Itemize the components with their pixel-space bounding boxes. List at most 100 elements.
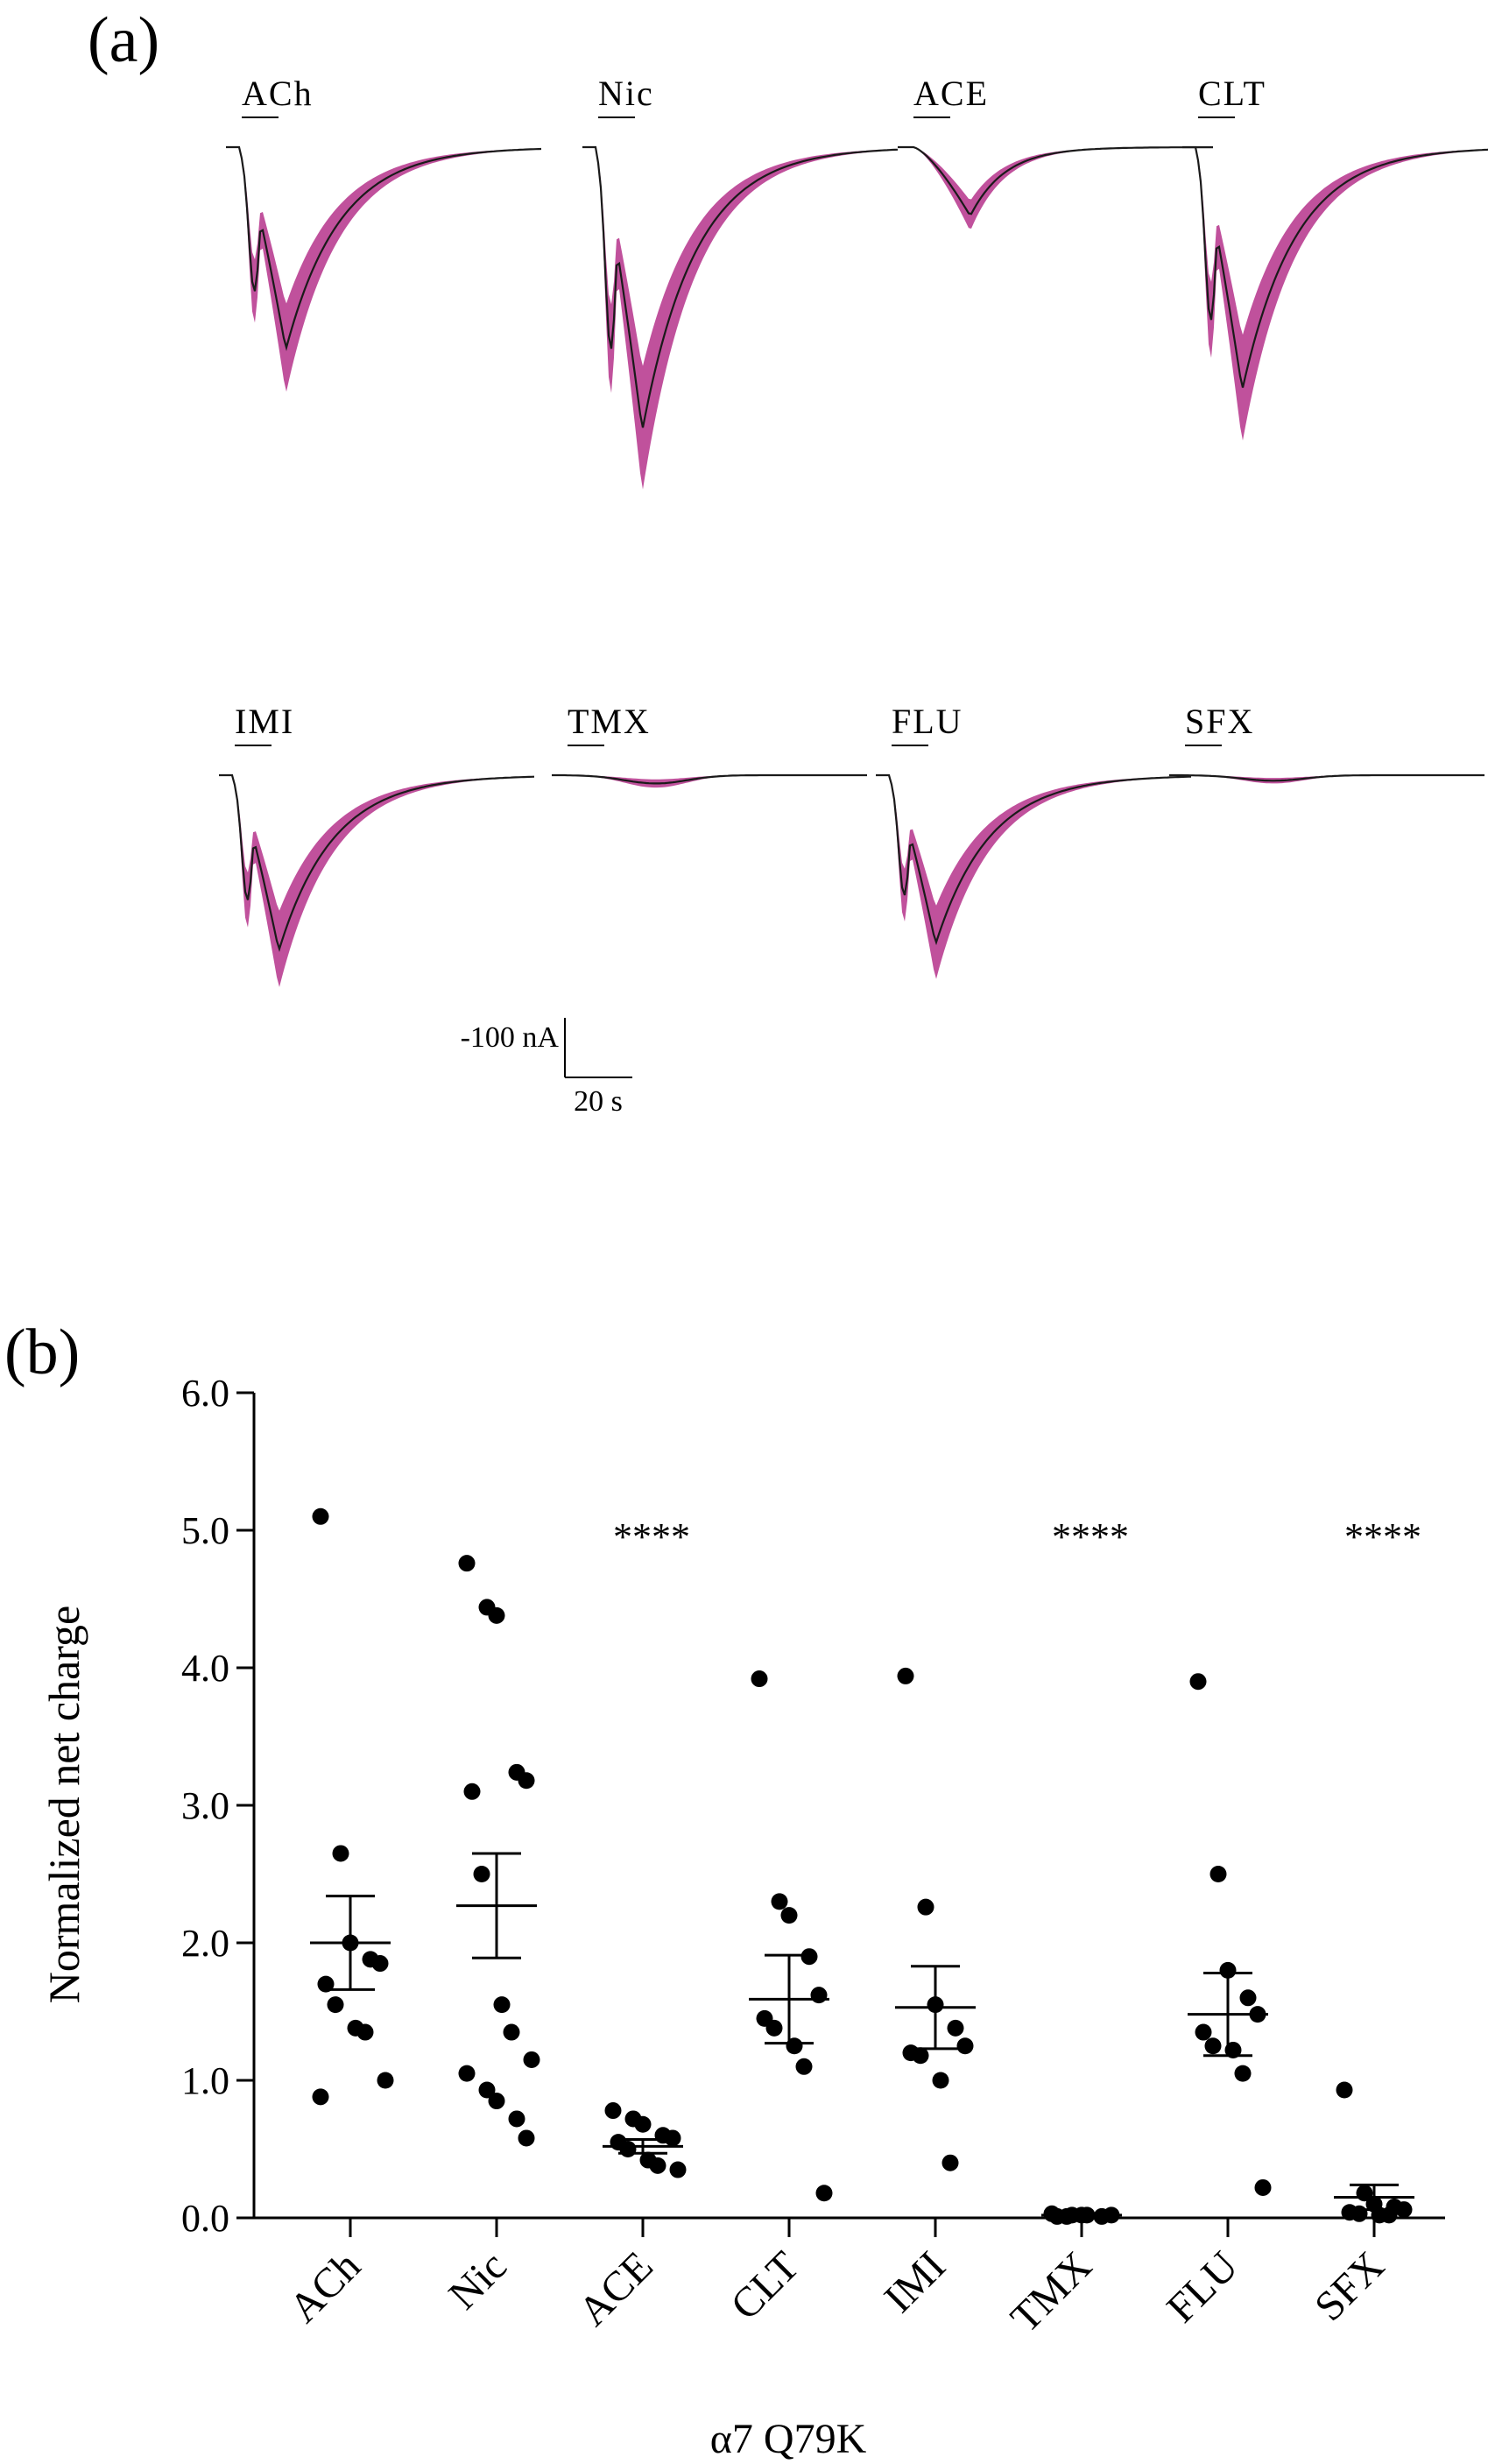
data-point [377,2072,394,2089]
trace-sem-band [876,775,1191,979]
trace-mean-line [898,145,1213,215]
data-point [371,1955,389,1973]
data-point [897,1667,914,1684]
data-point [1195,2023,1212,2041]
significance-marks: **** **** **** [613,1515,1421,1558]
scale-bar-time-label: 20 s [574,1085,623,1118]
trace-mean-line [582,145,899,428]
net-charge-chart: 0.0 1.0 2.0 3.0 4.0 5.0 6.0 ACh Nic ACE CLT IMI TMX… [39,1372,1445,2462]
trace-clt: CLT [1182,74,1488,441]
scale-bar: -100 nA 20 s [461,1018,632,1118]
data-point [1395,2201,1413,2219]
data-point [458,2065,476,2082]
x-category-label: TMX [1002,2242,1101,2341]
trace-mean-line [226,145,542,351]
data-point [1234,2065,1252,2082]
data-point [1219,1961,1237,1979]
y-tick-label: 5.0 [181,1509,229,1552]
data-point [317,1975,335,1993]
trace-ace: ACE [898,74,1213,229]
data-point [503,2023,520,2041]
x-category-label: FLU [1158,2242,1247,2332]
data-point [751,1670,768,1688]
data-point [523,2051,540,2068]
trace-sem-band [898,147,1213,229]
data-point [669,2161,687,2178]
data-point [810,1987,828,2004]
scale-bar-current-label: -100 nA [461,1021,560,1054]
trace-imi: IMI [219,702,535,987]
trace-flu: FLU [876,702,1192,979]
significance-mark: **** [613,1515,690,1558]
data-point [508,2110,525,2128]
x-category-label: CLT [722,2242,807,2328]
data-point [493,1996,511,2014]
data-point [488,2093,505,2110]
panel-b-label: (b) [4,1317,80,1388]
x-category-label: ACh [280,2242,370,2332]
trace-tmx: TMX [552,702,867,788]
data-point [312,2088,329,2106]
significance-mark: **** [1344,1515,1421,1558]
trace-label: ACh [242,74,314,113]
y-tick-label: 6.0 [181,1372,229,1415]
data-point [815,2185,833,2202]
data-point [327,1996,344,2014]
data-point [664,2129,681,2147]
data-point [941,2154,959,2171]
trace-mean-line [876,773,1192,946]
trace-mean-line [1182,145,1488,388]
data-point [634,2115,652,2133]
trace-ach: ACh [226,74,542,392]
y-ticks: 0.0 1.0 2.0 3.0 4.0 5.0 6.0 [181,1372,254,2240]
trace-mean-line [219,773,535,952]
data-point [649,2157,666,2174]
trace-sem-band [1169,775,1484,784]
x-category-label: SFX [1306,2242,1393,2330]
data-point [1189,1673,1207,1691]
mean-sem-bars [310,1852,1414,2218]
trace-label: FLU [892,702,963,741]
trace-sem-band [219,775,534,987]
trace-sfx: SFX [1169,702,1484,784]
trace-label: ACE [913,74,989,113]
data-point [795,2058,813,2075]
data-point [771,1893,788,1910]
x-categories: ACh Nic ACE CLT IMI TMX FLU SFX [280,2218,1393,2341]
data-point [780,1907,798,1924]
trace-nic: Nic [582,74,899,490]
data-point [332,1845,349,1862]
data-point [765,2019,783,2037]
data-point [518,2129,535,2147]
data-point [619,2141,637,2157]
significance-mark: **** [1052,1515,1129,1558]
data-point [518,1772,535,1790]
data-point [956,2037,974,2055]
y-axis-label: Normalized net charge [39,1606,88,2003]
y-tick-label: 4.0 [181,1647,229,1690]
panel-a-label: (a) [88,4,159,76]
trace-label: Nic [598,74,654,113]
data-point [917,1898,934,1916]
x-category-label: ACE [569,2242,661,2334]
traces-panel: ACh Nic ACE CLT IMI TMX FLU SFX [219,74,1488,987]
data-point [947,2019,964,2037]
y-tick-label: 2.0 [181,1922,229,1965]
y-tick-label: 0.0 [181,2197,229,2240]
trace-label: IMI [235,702,294,741]
trace-label: TMX [568,702,651,741]
trace-sem-band [582,147,898,490]
data-point [463,1783,481,1800]
data-point [356,2023,374,2041]
trace-sem-band [552,775,867,788]
data-point [458,1555,476,1572]
data-point [312,1507,329,1525]
trace-sem-band [226,147,541,392]
data-point [488,1606,505,1624]
data-point [1204,2037,1222,2055]
trace-label: SFX [1185,702,1254,741]
data-point [1350,2205,1368,2222]
data-point [1336,2081,1353,2099]
data-point [604,2102,622,2120]
